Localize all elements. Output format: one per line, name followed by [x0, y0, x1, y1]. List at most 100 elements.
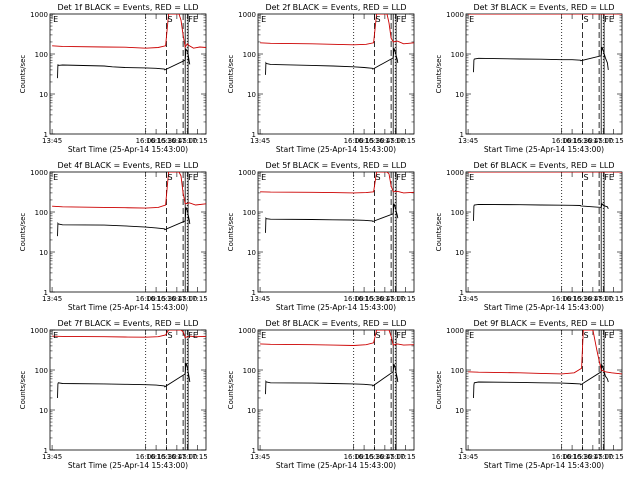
panel-title: Det 3f BLACK = Events, RED = LLD: [473, 3, 614, 12]
x-tick-label: 16:45: [167, 137, 187, 145]
y-tick-label: 10: [455, 91, 464, 99]
x-tick-label: 16:00: [552, 295, 572, 303]
x-tick-label: 16:15: [562, 295, 582, 303]
x-tick-label: 17:00: [593, 137, 613, 145]
y-tick-label: 1000: [30, 11, 48, 19]
y-tick-label: 10: [39, 249, 48, 257]
events-series-line: [265, 48, 399, 75]
marker-label: E: [53, 15, 58, 24]
marker-label: FE: [396, 15, 406, 24]
y-tick-label: 100: [35, 209, 48, 217]
axes-frame: [257, 329, 415, 451]
events-series-line: [57, 362, 191, 399]
y-tick-label: 1000: [446, 11, 464, 19]
x-tick-label: 16:00: [136, 137, 156, 145]
panel-det-2: Det 2f BLACK = Events, RED = LLD 1 10 100 10…: [227, 3, 416, 154]
x-tick-label: 13:45: [458, 137, 478, 145]
y-tick-label: 1: [44, 447, 48, 455]
x-tick-label: 16:30: [572, 453, 592, 461]
y-axis-label: Counts/sec: [435, 213, 443, 252]
x-tick-label: 17:15: [396, 295, 416, 303]
x-tick-label: 17:00: [385, 453, 405, 461]
x-axis-label: Start Time (25-Apr-14 15:43:00): [276, 145, 396, 154]
lld-series-line: [260, 330, 414, 346]
x-tick-label: 16:30: [364, 295, 384, 303]
y-tick-label: 100: [451, 367, 464, 375]
x-tick-label: 17:00: [177, 295, 197, 303]
y-tick-label: 100: [243, 209, 256, 217]
panel-det-8: Det 8f BLACK = Events, RED = LLD 1 10 100 10…: [227, 319, 416, 470]
marker-label: S: [375, 173, 380, 182]
x-tick-label: 16:00: [552, 137, 572, 145]
lld-series-line: [260, 172, 414, 194]
x-tick-label: 16:00: [552, 453, 572, 461]
x-tick-label: 16:15: [146, 453, 166, 461]
marker-label: E: [53, 331, 58, 340]
x-tick-label: 16:30: [572, 137, 592, 145]
x-tick-label: 16:15: [562, 453, 582, 461]
x-tick-label: 16:30: [156, 295, 176, 303]
x-tick-label: 13:45: [42, 295, 62, 303]
axes-frame: [49, 171, 207, 293]
x-tick-label: 17:15: [188, 295, 208, 303]
events-series-line: [57, 48, 191, 79]
y-axis-label: Counts/sec: [435, 55, 443, 94]
x-tick-label: 16:45: [167, 453, 187, 461]
y-tick-label: 10: [39, 407, 48, 415]
panel-det-7: Det 7f BLACK = Events, RED = LLD 1 10 100 10…: [19, 319, 208, 470]
x-tick-label: 16:00: [344, 137, 364, 145]
marker-label: S: [583, 331, 588, 340]
axes-frame: [465, 329, 623, 451]
marker-label: E: [469, 173, 474, 182]
lld-series-line: [260, 14, 414, 46]
y-tick-label: 1: [44, 289, 48, 297]
events-series-line: [57, 207, 191, 237]
x-tick-label: 16:15: [354, 295, 374, 303]
panel-title: Det 6f BLACK = Events, RED = LLD: [473, 161, 614, 170]
x-tick-label: 16:45: [375, 295, 395, 303]
y-tick-label: 10: [247, 407, 256, 415]
marker-label: S: [167, 15, 172, 24]
panel-title: Det 2f BLACK = Events, RED = LLD: [265, 3, 406, 12]
x-tick-label: 17:00: [177, 453, 197, 461]
y-axis-label: Counts/sec: [19, 55, 27, 94]
x-tick-label: 16:30: [156, 453, 176, 461]
events-series-line: [473, 46, 609, 73]
marker-label: S: [583, 173, 588, 182]
x-tick-label: 16:30: [364, 453, 384, 461]
x-tick-label: 17:15: [604, 295, 624, 303]
y-tick-label: 1000: [30, 169, 48, 177]
marker-label: S: [583, 15, 588, 24]
y-tick-label: 100: [243, 51, 256, 59]
y-tick-label: 100: [35, 51, 48, 59]
y-tick-label: 1: [252, 289, 256, 297]
x-tick-label: 16:30: [572, 295, 592, 303]
x-tick-label: 13:45: [250, 453, 270, 461]
y-tick-label: 1: [460, 131, 464, 139]
marker-label: S: [167, 331, 172, 340]
y-tick-label: 100: [451, 209, 464, 217]
panel-det-6: Det 6f BLACK = Events, RED = LLD 1 10 100 10…: [435, 161, 624, 312]
panel-title: Det 5f BLACK = Events, RED = LLD: [265, 161, 406, 170]
x-tick-label: 17:00: [593, 295, 613, 303]
marker-label: FE: [396, 331, 406, 340]
y-axis-label: Counts/sec: [19, 371, 27, 410]
axes-frame: [257, 13, 415, 135]
y-tick-label: 1000: [238, 11, 256, 19]
x-tick-label: 16:30: [364, 137, 384, 145]
axes-frame: [49, 13, 207, 135]
lld-series-line: [52, 330, 206, 339]
y-axis-label: Counts/sec: [19, 213, 27, 252]
x-axis-label: Start Time (25-Apr-14 15:43:00): [276, 303, 396, 312]
x-tick-label: 16:15: [146, 137, 166, 145]
x-tick-label: 16:45: [583, 295, 603, 303]
axes-frame: [257, 171, 415, 293]
y-tick-label: 100: [451, 51, 464, 59]
x-axis-label: Start Time (25-Apr-14 15:43:00): [484, 303, 604, 312]
y-tick-label: 10: [247, 249, 256, 257]
x-tick-label: 16:00: [136, 453, 156, 461]
marker-label: FE: [188, 173, 198, 182]
x-tick-label: 16:00: [344, 295, 364, 303]
panel-title: Det 4f BLACK = Events, RED = LLD: [57, 161, 198, 170]
marker-label: FE: [396, 173, 406, 182]
